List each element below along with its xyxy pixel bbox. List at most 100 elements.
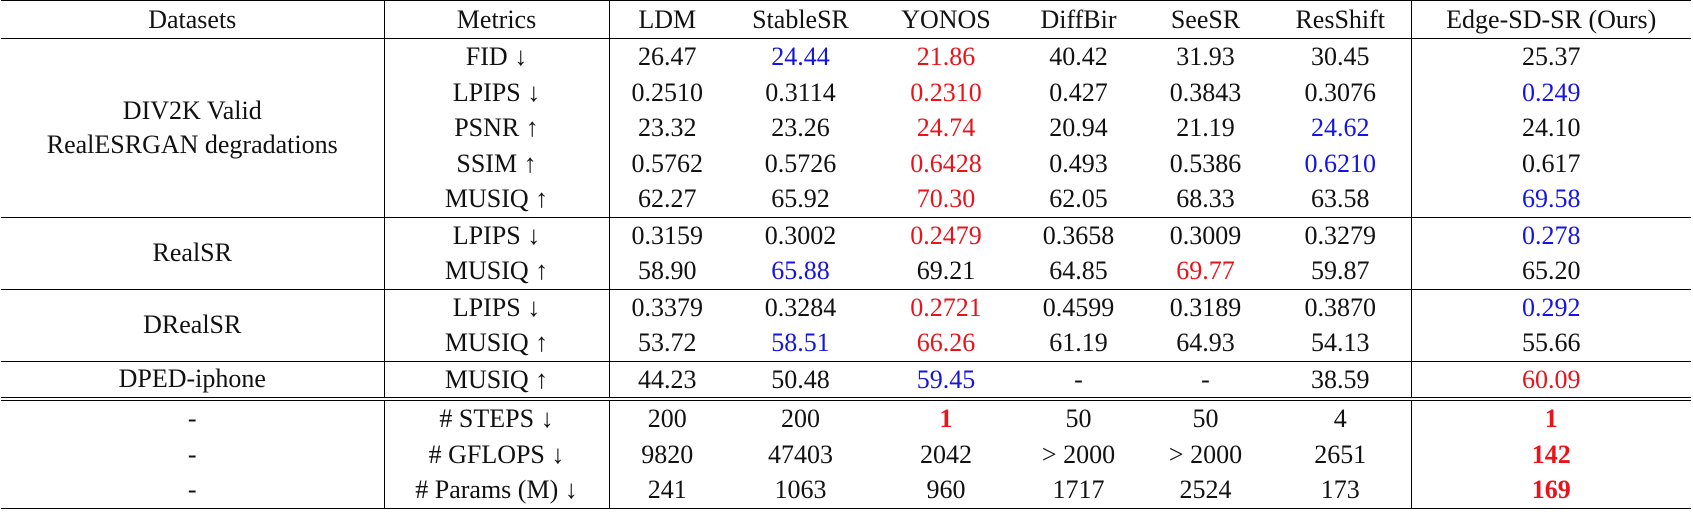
value-cell: 0.3076 <box>1270 74 1412 110</box>
header-cell: YONOS <box>876 0 1016 39</box>
value-cell: 0.2721 <box>876 288 1016 325</box>
metric-cell: LPIPS ↓ <box>384 288 610 325</box>
value-cell: 0.617 <box>1522 148 1581 178</box>
value-cell: 20.94 <box>1049 113 1108 143</box>
table-row: MUSIQ ↑ 58.90 65.88 69.21 64.85 69.77 59.87 65.… <box>1 253 1691 289</box>
value-cell: 0.292 <box>1411 288 1691 325</box>
metric-cell: FID ↓ <box>384 38 610 75</box>
table-row: - # STEPS ↓ 200 200 1 50 50 4 1 <box>1 397 1691 437</box>
value-cell: 0.3002 <box>725 216 876 253</box>
value-cell: 9820 <box>641 439 694 469</box>
value-cell: 30.45 <box>1270 38 1412 75</box>
value-cell: 38.59 <box>1270 360 1412 399</box>
value-cell: 0.3114 <box>765 77 836 107</box>
value-cell: 54.13 <box>1270 325 1412 361</box>
dataset-line: DIV2K Valid <box>122 95 262 125</box>
metric-cell: MUSIQ ↑ <box>384 181 610 217</box>
value-cell: 23.26 <box>771 113 830 143</box>
value-cell: 173 <box>1270 472 1412 509</box>
value-cell: 1 <box>1411 397 1691 437</box>
metric-cell: LPIPS ↓ <box>384 216 610 253</box>
value-cell: 24.62 <box>1270 110 1412 146</box>
value-cell: 0.3189 <box>1141 288 1270 325</box>
value-cell: 58.51 <box>771 328 830 358</box>
value-cell: 0.278 <box>1411 216 1691 253</box>
dataset-line: RealESRGAN degradations <box>46 129 338 159</box>
value-cell: 1063 <box>725 472 876 509</box>
table-row: DRealSR LPIPS ↓ 0.3379 0.3284 0.2721 0.4599 0.… <box>1 288 1691 361</box>
table-row: MUSIQ ↑ 53.72 58.51 66.26 61.19 64.93 54.13 55.… <box>1 325 1691 361</box>
table-row: DPED-iphone MUSIQ ↑ 44.23 50.48 59.45- -38.59… <box>1 360 1691 399</box>
value-cell: 0.3843 <box>1169 77 1242 107</box>
table-row: - # GFLOPS ↓ 9820 47403 2042 > 2000 > 2000 2651… <box>1 436 1691 472</box>
value-cell: 26.47 <box>609 38 725 75</box>
metric-cell: # Params (M) ↓ <box>384 472 610 509</box>
value-cell: 0.2510 <box>631 77 704 107</box>
value-cell: 69.77 <box>1176 256 1235 286</box>
value-cell: 65.20 <box>1522 256 1581 286</box>
table-row: - # Params (M) ↓ 241 1063 960 1717 2524 173 169 <box>1 472 1691 509</box>
metric-cell: # GFLOPS ↓ <box>384 436 610 472</box>
value-cell: 68.33 <box>1176 184 1235 214</box>
value-cell: 0.493 <box>1049 148 1108 178</box>
metric-cell: # STEPS ↓ <box>384 397 610 437</box>
value-cell: > 2000 <box>1168 439 1243 469</box>
header-cell: LDM <box>609 0 725 39</box>
dataset-cell: DRealSR <box>1 288 385 361</box>
value-cell: 64.93 <box>1176 328 1235 358</box>
value-cell: 0.3284 <box>725 288 876 325</box>
value-cell: 40.42 <box>1016 38 1141 75</box>
value-cell: 24.44 <box>725 38 876 75</box>
dataset-line: DPED-iphone <box>118 364 266 394</box>
value-cell: 0.2310 <box>910 77 982 107</box>
header-cell: StableSR <box>725 0 876 39</box>
results-table: Datasets Metrics LDM StableSR YONOS DiffBir Se… <box>1 0 1691 509</box>
value-cell: 50 <box>1016 397 1141 437</box>
dataset-line: DRealSR <box>143 310 242 339</box>
table-row: RealSR LPIPS ↓ 0.3159 0.3002 0.2479 0.3658 0.3… <box>1 216 1691 289</box>
dataset-cell: - <box>1 397 385 437</box>
dataset-cell: - <box>1 436 385 472</box>
header-row: Datasets Metrics LDM StableSR YONOS DiffBir Se… <box>1 0 1691 39</box>
value-cell: 50 <box>1141 397 1270 437</box>
table-row: LPIPS ↓ 0.2510 0.3114 0.2310 0.427 0.3843 0.30… <box>1 74 1691 110</box>
value-cell: 2524 <box>1141 472 1270 509</box>
value-cell: 0.3159 <box>609 216 725 253</box>
value-cell: 24.10 <box>1522 113 1581 143</box>
dataset-cell: DPED-iphone <box>1 360 385 399</box>
value-cell: 59.87 <box>1270 253 1412 289</box>
metric-cell: MUSIQ ↑ <box>384 360 610 399</box>
value-cell: 65.88 <box>771 256 830 286</box>
value-cell: 58.90 <box>638 256 697 286</box>
value-cell: - <box>1141 360 1270 399</box>
value-cell: 0.3658 <box>1016 216 1141 253</box>
table-row: MUSIQ ↑ 62.27 65.92 70.30 62.05 68.33 63.58 69.… <box>1 181 1691 217</box>
header-cell: DiffBir <box>1016 0 1141 39</box>
value-cell: 0.3870 <box>1270 288 1412 325</box>
value-cell: 61.19 <box>1049 328 1108 358</box>
header-cell: Edge-SD-SR (Ours) <box>1411 0 1691 39</box>
dataset-cell: - <box>1 472 385 509</box>
value-cell: - <box>1016 360 1141 399</box>
value-cell: 2651 <box>1270 436 1412 472</box>
value-cell: 64.85 <box>1049 256 1108 286</box>
value-cell: 62.05 <box>1049 184 1108 214</box>
header-cell: Metrics <box>384 0 610 39</box>
metric-cell: MUSIQ ↑ <box>384 325 610 361</box>
value-cell: 25.37 <box>1411 38 1691 75</box>
value-cell: 59.45 <box>876 360 1016 399</box>
value-cell: 4 <box>1270 397 1412 437</box>
value-cell: 0.2479 <box>876 216 1016 253</box>
metric-cell: PSNR ↑ <box>384 110 610 146</box>
value-cell: 53.72 <box>638 328 697 358</box>
value-cell: 142 <box>1531 439 1571 469</box>
value-cell: 2042 <box>920 439 972 469</box>
value-cell: 0.3279 <box>1270 216 1412 253</box>
value-cell: 0.3379 <box>609 288 725 325</box>
value-cell: 24.74 <box>916 113 976 143</box>
value-cell: 21.19 <box>1176 113 1235 143</box>
header-cell: SeeSR <box>1141 0 1270 39</box>
value-cell: 0.249 <box>1522 77 1581 107</box>
value-cell: 65.92 <box>771 184 830 214</box>
